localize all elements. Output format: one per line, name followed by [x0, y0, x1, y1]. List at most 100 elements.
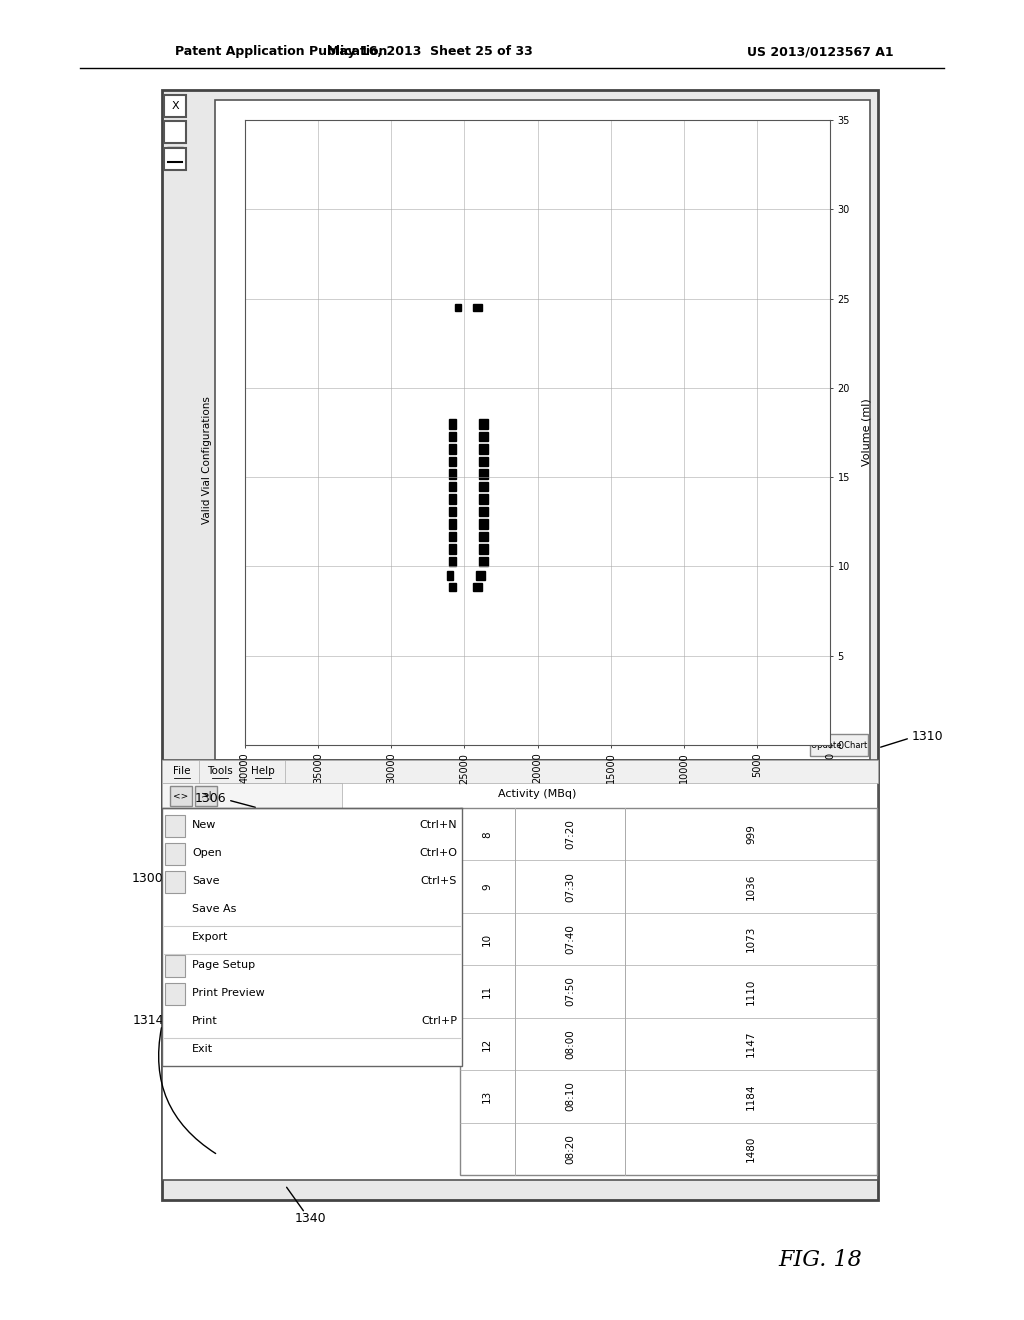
Text: 13: 13 — [482, 1090, 492, 1104]
Text: 1306: 1306 — [195, 792, 226, 804]
Text: 07:30: 07:30 — [565, 871, 575, 902]
Text: 08:20: 08:20 — [565, 1134, 575, 1164]
Text: 1036: 1036 — [746, 874, 756, 900]
Bar — [479, 420, 487, 429]
Bar — [162, 760, 878, 1180]
X-axis label: Activity (MBq): Activity (MBq) — [499, 789, 577, 799]
Bar — [165, 983, 185, 1005]
Bar — [473, 582, 482, 591]
Text: 1110: 1110 — [746, 978, 756, 1005]
Text: Exit: Exit — [193, 1044, 213, 1053]
Bar — [165, 843, 185, 865]
Text: Ctrl+P: Ctrl+P — [421, 1016, 457, 1026]
Bar — [479, 532, 487, 541]
Text: Export: Export — [193, 932, 228, 942]
Text: X: X — [171, 102, 179, 111]
Bar — [450, 420, 456, 429]
Bar — [479, 457, 487, 466]
Bar — [450, 482, 456, 491]
Text: Help: Help — [251, 766, 274, 776]
Bar — [479, 482, 487, 491]
Bar — [164, 148, 186, 170]
Bar — [450, 582, 456, 591]
Bar — [165, 871, 185, 894]
Bar — [479, 494, 487, 504]
Text: 1310: 1310 — [912, 730, 944, 743]
Bar — [450, 444, 456, 454]
Bar — [195, 785, 217, 807]
Text: 8: 8 — [482, 830, 492, 837]
Text: US 2013/0123567 A1: US 2013/0123567 A1 — [746, 45, 893, 58]
Text: Valid Vial Configurations: Valid Vial Configurations — [202, 396, 212, 524]
Bar — [479, 544, 487, 554]
Bar — [162, 783, 342, 808]
Bar — [810, 734, 868, 756]
Bar — [450, 432, 456, 441]
Text: FIG. 18: FIG. 18 — [778, 1249, 862, 1271]
Text: Save As: Save As — [193, 904, 237, 913]
Text: 08:00: 08:00 — [565, 1030, 575, 1059]
Text: 1340: 1340 — [294, 1212, 326, 1225]
Text: 1300: 1300 — [132, 871, 164, 884]
Text: 10: 10 — [482, 932, 492, 945]
Bar — [460, 808, 877, 1175]
Bar — [169, 147, 183, 158]
Text: Save: Save — [193, 876, 219, 886]
Text: 07:40: 07:40 — [565, 924, 575, 954]
Text: 07:20: 07:20 — [565, 820, 575, 849]
Bar — [165, 814, 185, 837]
Bar — [450, 507, 456, 516]
Text: Print Preview: Print Preview — [193, 987, 265, 998]
Bar — [446, 570, 453, 579]
Text: Ctrl+N: Ctrl+N — [420, 820, 457, 830]
Bar — [165, 954, 185, 977]
Y-axis label: Volume (ml): Volume (ml) — [861, 399, 871, 466]
Text: New: New — [193, 820, 216, 830]
Bar — [479, 432, 487, 441]
Bar — [450, 519, 456, 529]
Text: Update Chart: Update Chart — [811, 741, 867, 750]
Bar — [450, 557, 456, 566]
Text: 07:50: 07:50 — [565, 977, 575, 1006]
Text: Page Setup: Page Setup — [193, 960, 255, 970]
Text: Patent Application Publication: Patent Application Publication — [175, 45, 387, 58]
Text: 1184: 1184 — [746, 1084, 756, 1110]
Bar — [162, 808, 462, 1067]
Bar — [450, 532, 456, 541]
Text: 1147: 1147 — [746, 1031, 756, 1057]
Text: 999: 999 — [746, 824, 756, 845]
Bar — [450, 469, 456, 479]
Bar — [215, 100, 870, 760]
Text: 9: 9 — [482, 883, 492, 890]
Text: 08:10: 08:10 — [565, 1081, 575, 1111]
Bar — [450, 494, 456, 504]
Bar — [476, 570, 484, 579]
Text: 1073: 1073 — [746, 925, 756, 952]
Bar — [456, 304, 462, 312]
Bar — [479, 469, 487, 479]
Bar — [450, 544, 456, 554]
Bar — [479, 519, 487, 529]
Text: 1314: 1314 — [132, 1014, 164, 1027]
Bar — [479, 507, 487, 516]
Text: Ctrl+S: Ctrl+S — [421, 876, 457, 886]
Bar — [479, 557, 487, 566]
Text: 11: 11 — [482, 985, 492, 998]
Text: Print: Print — [193, 1016, 218, 1026]
Text: Open: Open — [193, 847, 222, 858]
Bar — [164, 95, 186, 117]
Bar — [473, 304, 482, 312]
Bar — [164, 121, 186, 143]
Bar — [162, 90, 878, 1200]
Bar — [479, 444, 487, 454]
Bar — [450, 457, 456, 466]
Text: 1480: 1480 — [746, 1135, 756, 1162]
Bar — [170, 785, 193, 807]
Text: File: File — [173, 766, 190, 776]
Text: Ctrl+O: Ctrl+O — [419, 847, 457, 858]
Text: Tools: Tools — [207, 766, 232, 776]
Bar — [167, 147, 183, 161]
Text: May 16, 2013  Sheet 25 of 33: May 16, 2013 Sheet 25 of 33 — [327, 45, 532, 58]
Text: 12: 12 — [482, 1038, 492, 1051]
Bar — [162, 760, 878, 783]
